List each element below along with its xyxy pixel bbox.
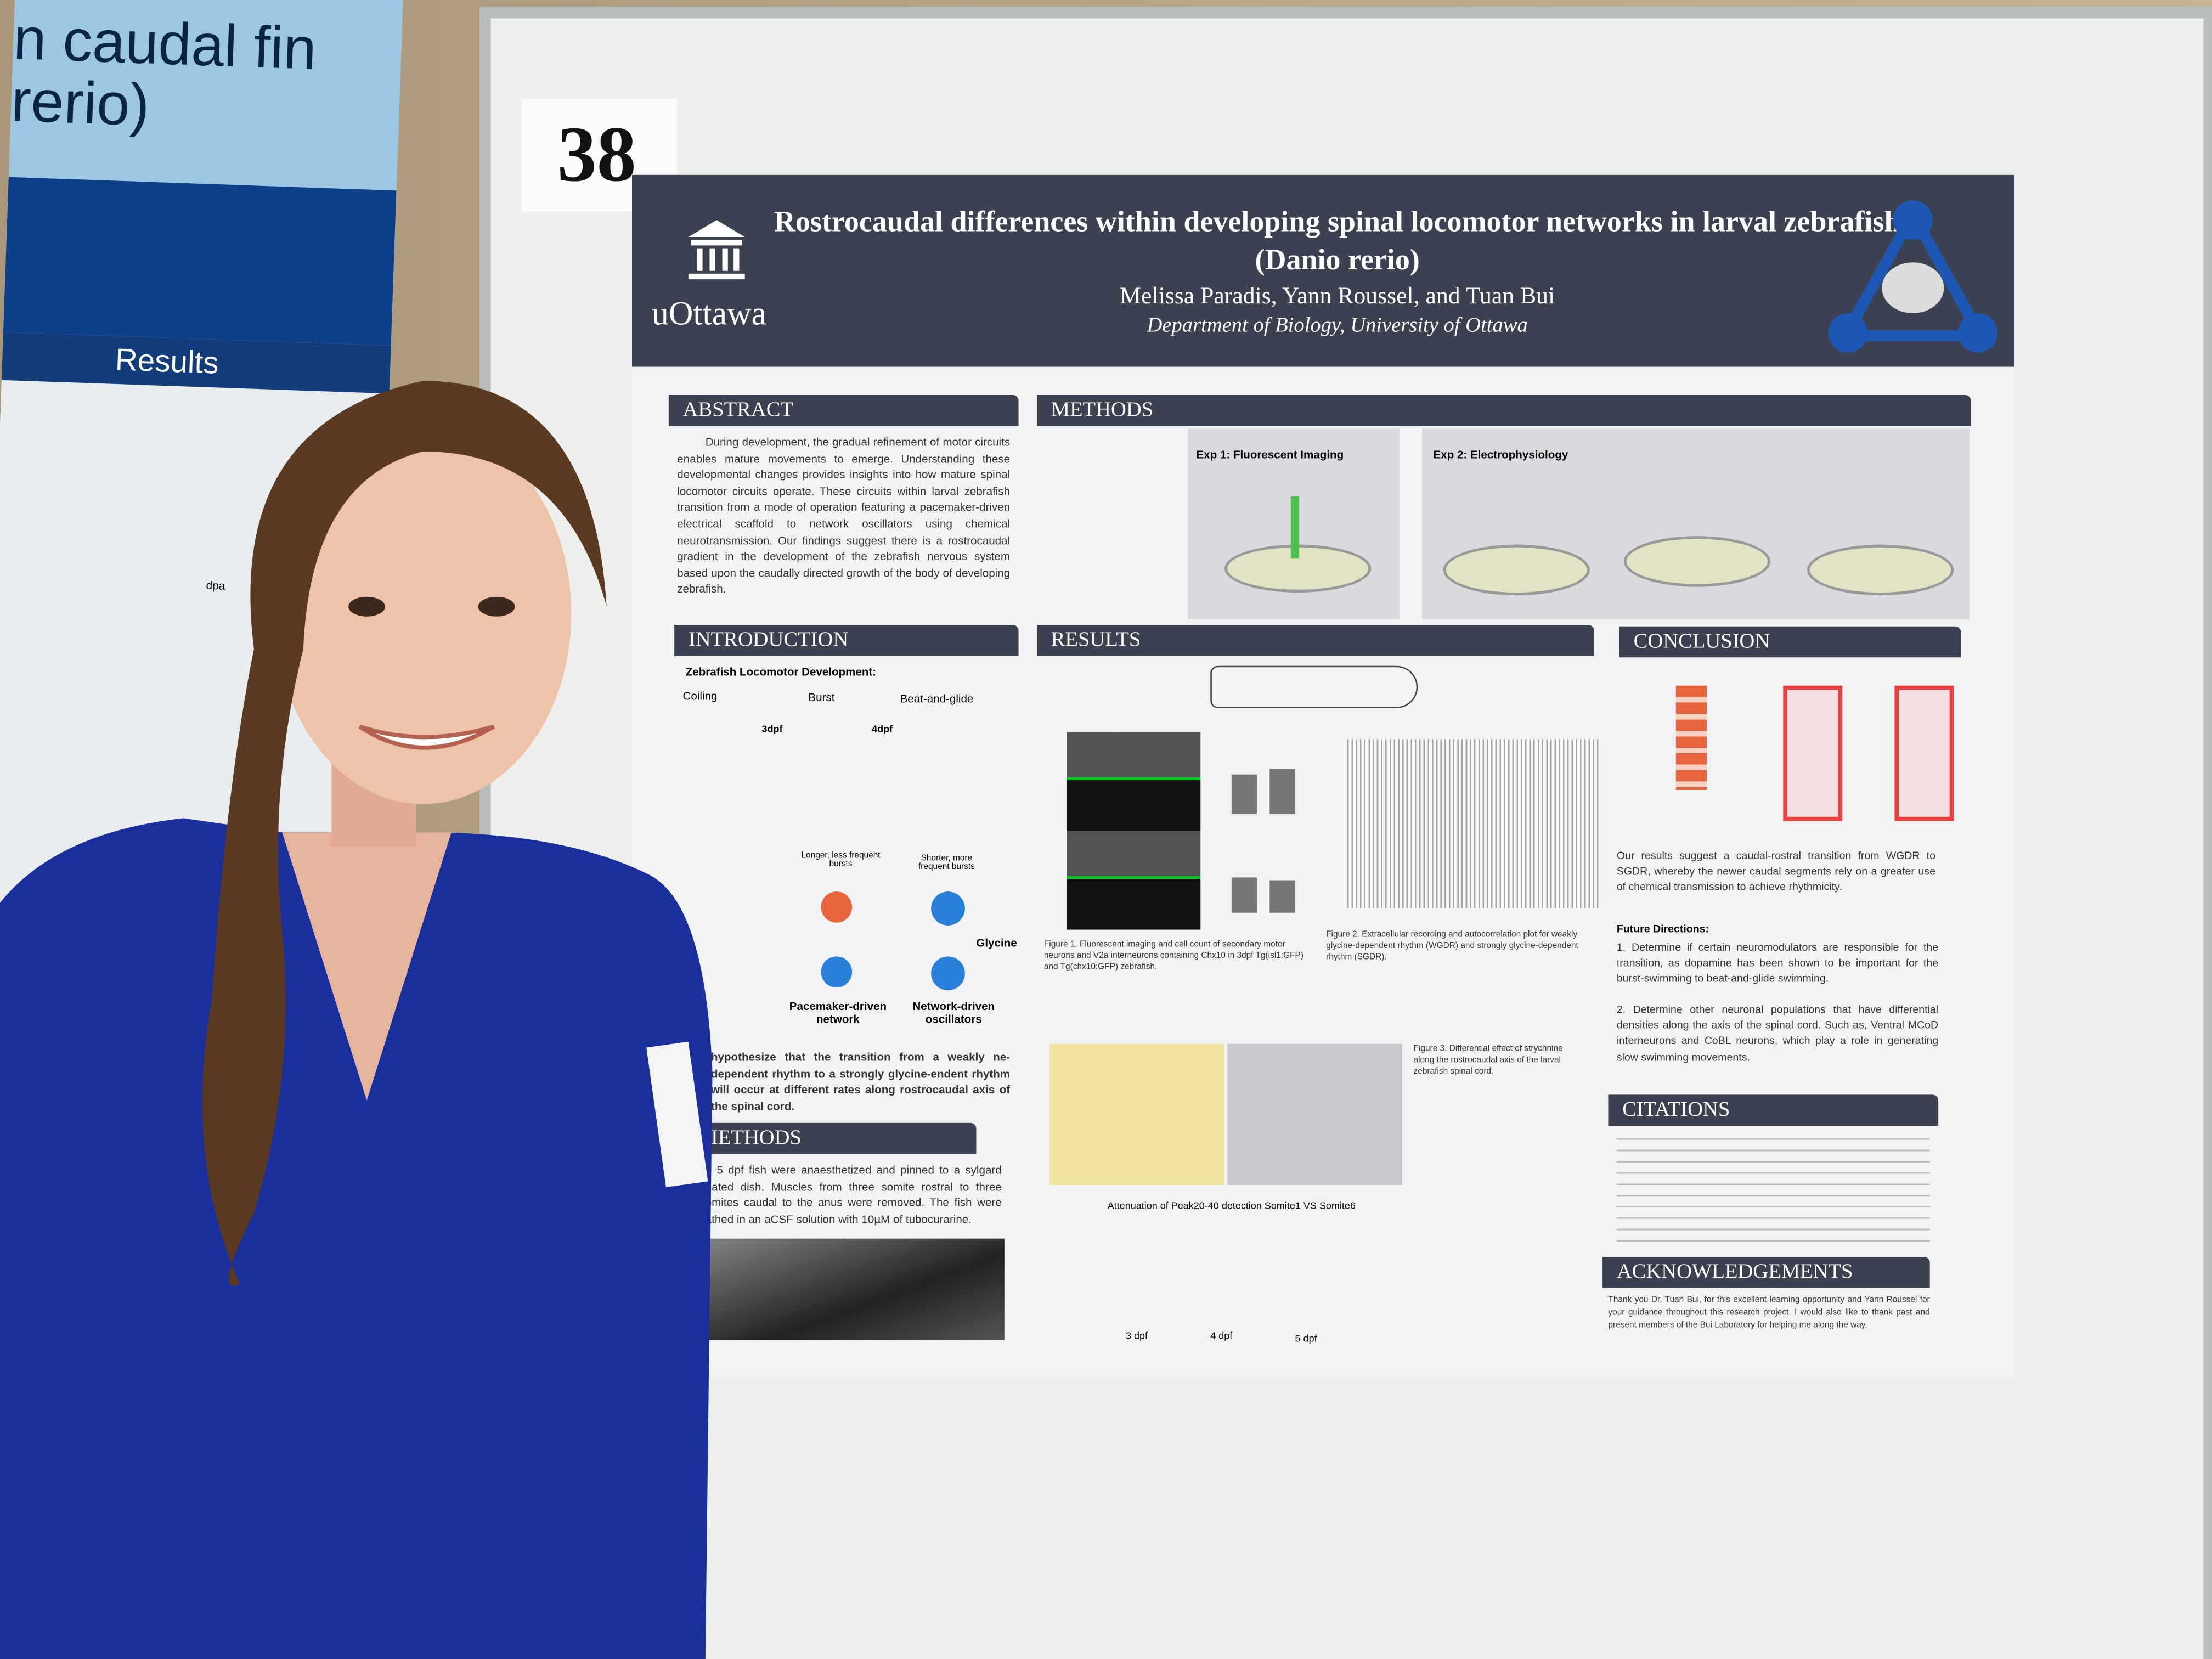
figure1-caption: Figure 1. Fluorescent imaging and cell c… (1043, 941, 1304, 972)
age-3dpf: 3dpf (761, 725, 783, 735)
stage-beat-glide: Beat-and-glide (900, 692, 974, 706)
conclusion-heading: CONCLUSION (1619, 626, 1961, 658)
blue-shirt (0, 818, 713, 1659)
age-4dpf: 4dpf (872, 725, 893, 735)
abstract-text: During development, the gradual refineme… (677, 436, 1011, 596)
exp2-label: Exp 2: Electrophysiology (1433, 448, 1568, 461)
fish-micrograph (691, 1238, 1005, 1340)
neuron-blue (821, 956, 853, 988)
poster-title: Rostrocaudal differences within developi… (774, 204, 1901, 276)
chart-b-title: Attenuation of Peak20-40 detection Somit… (1107, 1201, 1356, 1212)
neuron-red (821, 891, 853, 923)
poster-department: Department of Biology, University of Ott… (1147, 314, 1528, 337)
logo-text: uOttawa (651, 296, 767, 333)
network-label-2: Network-driven oscillators (912, 1000, 995, 1026)
neck (282, 832, 452, 1101)
results-heading: RESULTS (1036, 625, 1594, 656)
x-label-4dpf: 4 dpf (1210, 1331, 1233, 1342)
bar-rostral (1231, 774, 1257, 814)
poster-number: 38 (522, 98, 678, 212)
bar-caudal (1269, 769, 1295, 814)
introduction-heading: INTRODUCTION (674, 625, 1019, 656)
figure2-caption: Figure 2. Extracellular recording and au… (1326, 931, 1578, 962)
name-badge (646, 1041, 708, 1188)
face (275, 423, 572, 804)
stage-coiling: Coiling (682, 690, 718, 703)
network-label-1: Pacemaker-driven network (789, 1000, 887, 1026)
abstract-heading: ABSTRACT (668, 394, 1019, 426)
poster-authors: Melissa Paradis, Yann Roussel, and Tuan … (1120, 282, 1555, 309)
stage-burst: Burst (808, 691, 835, 704)
neuron-blue (931, 956, 965, 991)
x-label-3dpf: 3 dpf (1125, 1331, 1148, 1342)
eye-right (478, 596, 515, 617)
person-presenter (0, 381, 713, 1659)
university-logo-icon (688, 220, 745, 280)
zebrafish-diagram (1210, 665, 1418, 708)
methods-text: o 5 dpf fish were anaesthetized and pinn… (705, 1164, 1002, 1226)
left-poster-band-dark (3, 177, 397, 346)
research-poster: uOttawa Rostrocaudal differences within … (631, 174, 2015, 1374)
acknowledgements-text: Thank you Dr. Tuan Bui, for this excelle… (1608, 1296, 1930, 1330)
exp1-label: Exp 1: Fluorescent Imaging (1196, 448, 1344, 461)
future-item-1: 1. Determine if certain neuromodulators … (1616, 941, 1939, 985)
smile (358, 724, 495, 750)
petri-dish (1443, 544, 1590, 596)
conclusion-text: Our results suggest a caudal-rostral tra… (1616, 849, 1936, 894)
petri-dish (1623, 536, 1771, 587)
oscillator-diagram (1783, 685, 1843, 821)
methods-heading: METHODS (1036, 394, 1971, 426)
bar-rostral (1231, 877, 1257, 913)
lab-logo-icon (1828, 200, 1998, 353)
chart-panel-somite1 (1049, 1043, 1224, 1185)
burst-label-2: Shorter, more frequent bursts (918, 855, 975, 872)
future-item-2: 2. Determine other neuronal populations … (1616, 1003, 1939, 1063)
burst-label-1: Longer, less frequent bursts (801, 852, 881, 869)
acknowledgements-heading: ACKNOWLEDGEMENTS (1602, 1257, 1930, 1288)
citations-list (1616, 1131, 1930, 1248)
chart-panel-somite6 (1227, 1043, 1402, 1185)
laser-beam (1290, 496, 1300, 559)
methods-lower-heading: IETHODS (697, 1122, 977, 1154)
spinal-diagram (1675, 685, 1707, 790)
figure3-caption: Figure 3. Differential effect of strychn… (1413, 1045, 1563, 1076)
hypothesis-text: hypothesize that the transition from a w… (710, 1051, 1011, 1113)
poster-header: uOttawa Rostrocaudal differences within … (631, 174, 2015, 367)
intro-subtitle: Zebrafish Locomotor Development: (685, 665, 877, 679)
petri-dish (1807, 544, 1954, 596)
glycine-label: Glycine (976, 936, 1017, 950)
future-heading: Future Directions: (1616, 922, 1709, 935)
oscillator-diagram (1894, 685, 1954, 821)
neuron-blue (931, 891, 965, 926)
left-poster-title: n caudal fin rerio) (10, 5, 318, 138)
hair-braid (202, 381, 607, 1286)
citations-heading: CITATIONS (1608, 1094, 1939, 1126)
x-label-5dpf: 5 dpf (1295, 1334, 1317, 1345)
eye-left (348, 596, 385, 617)
recording-traces (1344, 739, 1599, 909)
fluorescent-images (1066, 732, 1201, 930)
bar-caudal (1269, 880, 1295, 913)
